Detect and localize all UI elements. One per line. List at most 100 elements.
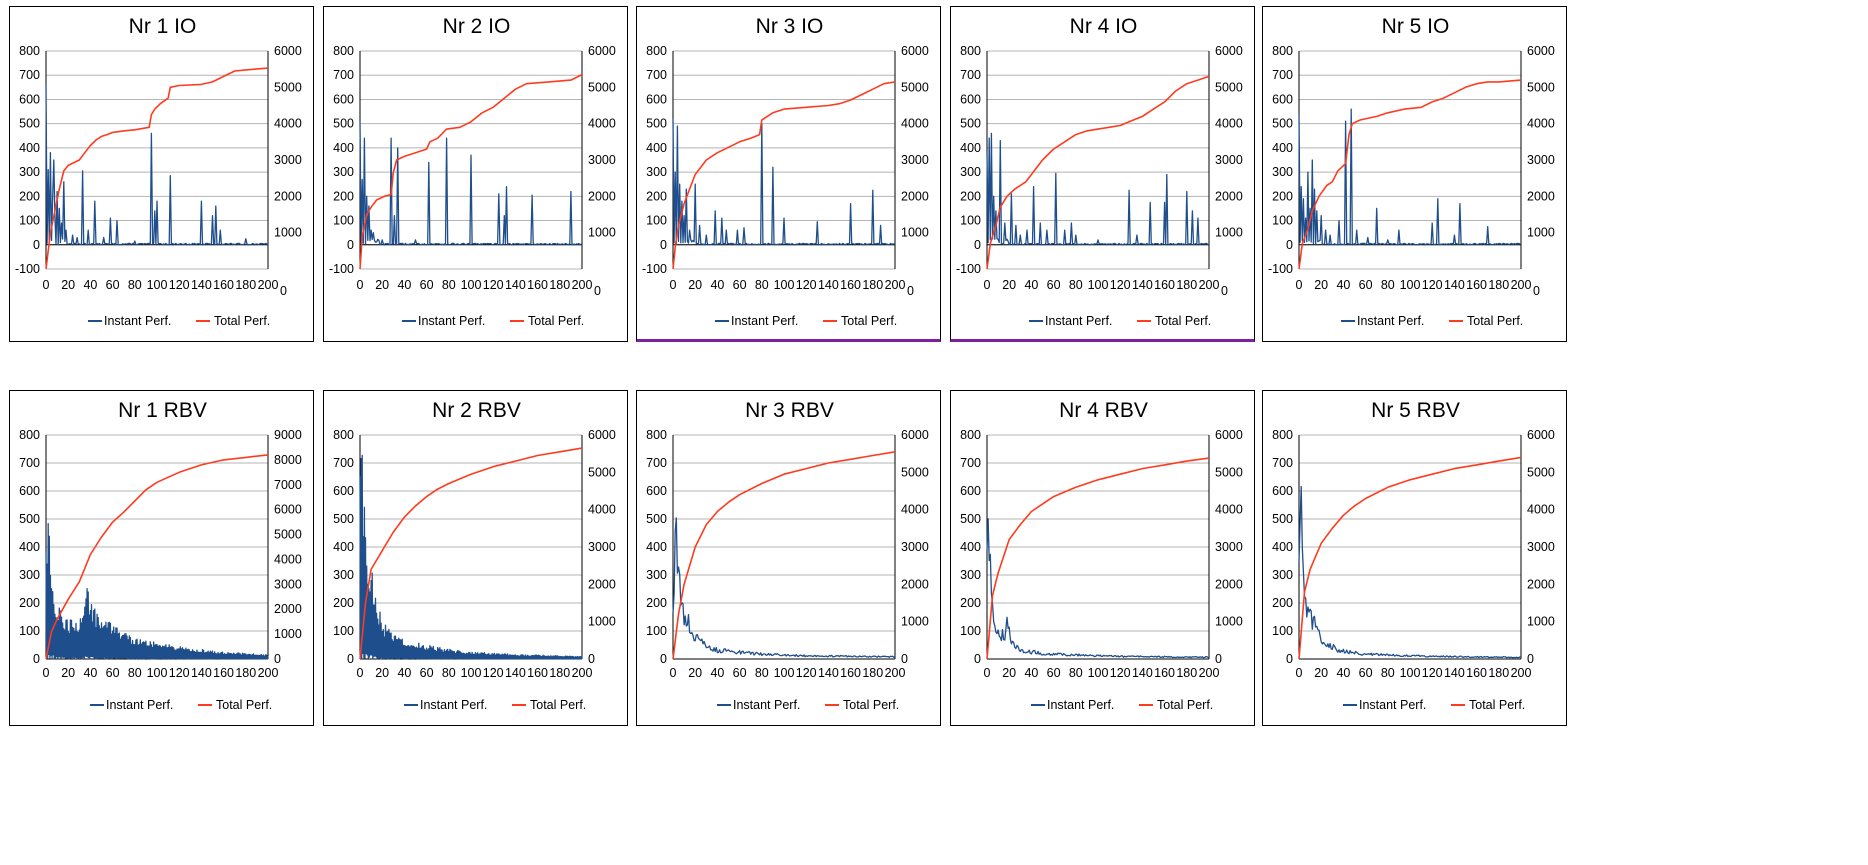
y-left-tick-label: 0: [660, 238, 667, 252]
series-line-instant-perf: [45, 522, 269, 660]
y-left-tick-label: 600: [960, 92, 981, 106]
y-right-tick-label: 1000: [588, 615, 616, 629]
chart-title: Nr 1 RBV: [118, 399, 207, 422]
y-right-tick-label: 3000: [901, 540, 929, 554]
y-left-tick-label: 700: [1272, 68, 1293, 82]
y-right-tick-label: 0: [1221, 284, 1228, 298]
legend-label-instant: Instant Perf.: [1045, 314, 1112, 328]
y-right-tick-label: 4000: [274, 552, 302, 566]
series-line-total-perf: [986, 457, 1210, 660]
chart-svg: Nr 2 RBV01002003004005006007008000100020…: [333, 399, 616, 712]
y-left-tick-label: 0: [1286, 238, 1293, 252]
x-tick-label: 160: [840, 666, 861, 680]
y-left-tick-label: 300: [19, 568, 40, 582]
y-right-tick-label: 0: [274, 652, 281, 666]
x-tick-label: 0: [43, 278, 50, 292]
x-tick-label: 200: [258, 278, 279, 292]
chart-panel: Nr 3 RBV 0 100 200 300 400 500 600 700 800 0 1000 20…: [636, 390, 941, 726]
y-right-tick-label: 5000: [1527, 465, 1555, 479]
y-left-tick-label: 600: [1272, 484, 1293, 498]
chart-title: Nr 5 IO: [1382, 15, 1450, 38]
y-right-tick-label: 4000: [1215, 503, 1243, 517]
series-line-instant-perf: [359, 454, 583, 660]
y-right-tick-label: 2000: [274, 189, 302, 203]
y-left-tick-label: 100: [1272, 624, 1293, 638]
x-tick-label: 200: [885, 666, 906, 680]
y-left-tick-label: 0: [33, 652, 40, 666]
x-tick-label: 180: [235, 666, 256, 680]
y-right-tick-label: 4000: [1215, 117, 1243, 131]
x-tick-label: 160: [1466, 278, 1487, 292]
x-tick-label: 120: [1422, 666, 1443, 680]
y-left-tick-label: 200: [960, 596, 981, 610]
x-tick-label: 80: [128, 278, 142, 292]
y-left-tick-label: 100: [19, 214, 40, 228]
chart-svg: Nr 5 IO-10001002003004005006007008001000…: [1268, 15, 1555, 328]
x-tick-label: 100: [1400, 278, 1421, 292]
y-right-tick-label: 3000: [274, 577, 302, 591]
y-left-tick-label: 400: [1272, 540, 1293, 554]
x-tick-label: 180: [1176, 666, 1197, 680]
y-right-tick-label: 5000: [274, 80, 302, 94]
y-right-tick-label: 6000: [588, 428, 616, 442]
y-left-tick-label: 800: [333, 428, 354, 442]
x-tick-label: 200: [1511, 278, 1532, 292]
x-tick-label: 160: [1466, 666, 1487, 680]
y-left-tick-label: 300: [19, 165, 40, 179]
y-left-tick-label: 800: [960, 428, 981, 442]
y-left-tick-label: 300: [960, 568, 981, 582]
x-tick-label: 20: [1002, 666, 1016, 680]
chart-panel: Nr 3 IO -100 0 100 200 300 400 500 600 700 800 1000…: [636, 6, 941, 342]
x-tick-label: 140: [191, 666, 212, 680]
y-right-tick-label: 2000: [1527, 577, 1555, 591]
x-tick-label: 0: [357, 666, 364, 680]
x-tick-label: 100: [1088, 666, 1109, 680]
y-left-tick-label: 300: [646, 568, 667, 582]
y-left-tick-label: -100: [642, 262, 667, 276]
x-tick-label: 80: [755, 278, 769, 292]
x-tick-label: 180: [235, 278, 256, 292]
y-left-tick-label: 200: [19, 596, 40, 610]
y-right-tick-label: 6000: [274, 503, 302, 517]
x-tick-label: 60: [106, 666, 120, 680]
x-tick-label: 160: [213, 666, 234, 680]
y-left-tick-label: 500: [646, 117, 667, 131]
x-tick-label: 180: [1488, 666, 1509, 680]
series-line-total-perf: [1298, 456, 1522, 660]
y-left-tick-label: 800: [1272, 44, 1293, 58]
chart-title: Nr 5 RBV: [1371, 399, 1460, 422]
y-right-tick-label: 2000: [588, 577, 616, 591]
x-tick-label: 40: [1024, 278, 1038, 292]
x-tick-label: 180: [549, 278, 570, 292]
x-tick-label: 160: [213, 278, 234, 292]
y-right-tick-label: 0: [901, 652, 908, 666]
y-left-tick-label: 200: [19, 189, 40, 203]
x-tick-label: 200: [885, 278, 906, 292]
y-left-tick-label: -100: [329, 262, 354, 276]
y-right-tick-label: 1000: [274, 627, 302, 641]
y-left-tick-label: 300: [1272, 568, 1293, 582]
y-right-tick-label: 6000: [901, 428, 929, 442]
x-tick-label: 20: [375, 666, 389, 680]
y-right-tick-label: 0: [1527, 652, 1534, 666]
chart-panel: Nr 5 IO -100 0 100 200 300 400 500 600 700 800 1000…: [1262, 6, 1567, 342]
y-left-tick-label: 300: [960, 165, 981, 179]
chart-panel: Nr 1 RBV 0 100 200 300 400 500 600 700 800 0 1000 20…: [9, 390, 314, 726]
legend-label-total: Total Perf.: [1469, 698, 1525, 712]
y-left-tick-label: 200: [1272, 189, 1293, 203]
series-line-total-perf: [1298, 79, 1522, 270]
y-left-tick-label: 800: [960, 44, 981, 58]
y-right-tick-label: 4000: [274, 117, 302, 131]
x-tick-label: 80: [442, 278, 456, 292]
x-tick-label: 120: [1110, 278, 1131, 292]
y-left-tick-label: 600: [646, 484, 667, 498]
y-right-tick-label: 0: [907, 284, 914, 298]
x-tick-label: 100: [461, 666, 482, 680]
y-right-tick-label: 6000: [588, 44, 616, 58]
legend-label-total: Total Perf.: [841, 314, 897, 328]
y-right-tick-label: 2000: [1215, 189, 1243, 203]
x-tick-label: 160: [840, 278, 861, 292]
chart-title: Nr 1 IO: [129, 15, 197, 38]
series-line-instant-perf: [672, 118, 896, 246]
y-left-tick-label: 400: [646, 141, 667, 155]
